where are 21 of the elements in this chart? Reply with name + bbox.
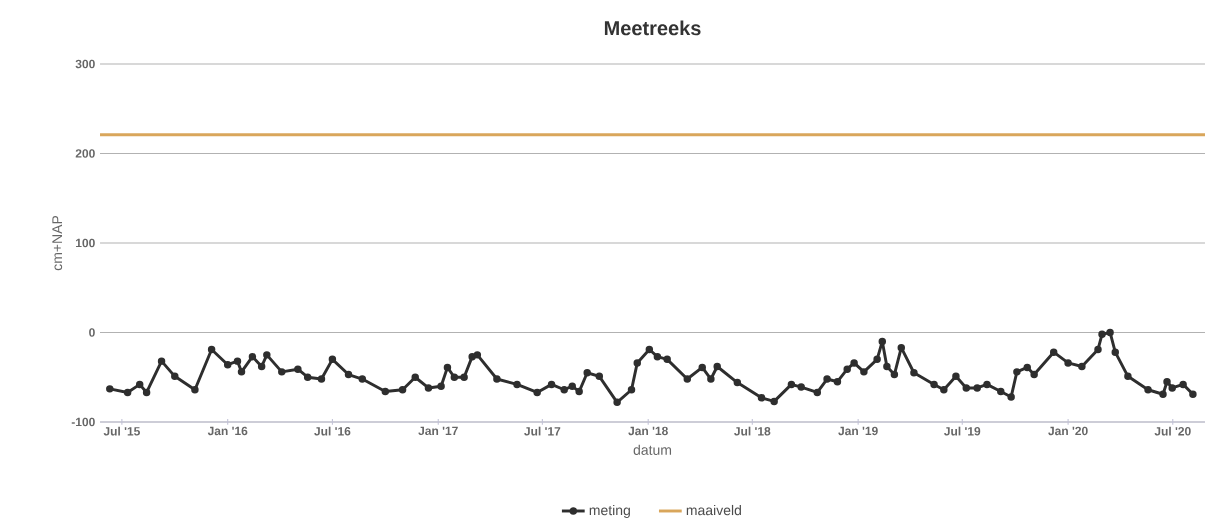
y-tick-label: 300	[75, 59, 95, 69]
x-axis-title: datum	[633, 444, 672, 455]
x-tick-label: Jan '18	[628, 426, 668, 436]
x-tick-label: Jul '19	[944, 426, 981, 436]
x-tick-label: Jan '20	[1048, 426, 1088, 436]
x-tick-label: Jul '20	[1154, 426, 1191, 436]
x-tick-label: Jan '16	[207, 426, 248, 436]
legend-label: meting	[589, 504, 630, 518]
legend-label: maaiveld	[686, 504, 741, 516]
x-tick-label: Jan '17	[418, 426, 458, 436]
chart-title: Meetreeks	[604, 20, 701, 36]
x-tick-label: Jul '16	[314, 426, 351, 436]
y-tick-label: 100	[76, 238, 95, 248]
x-tick-label: Jul '17	[524, 426, 561, 436]
x-tick-label: Jul '15	[103, 426, 140, 436]
y-axis-title: cm+NAP	[52, 215, 63, 271]
x-tick-label: Jul '18	[734, 426, 771, 436]
x-tick-label: Jan '19	[838, 426, 878, 436]
y-tick-label: 200	[75, 149, 95, 158]
y-tick-label: 0	[89, 328, 95, 337]
y-tick-label: -100	[71, 417, 95, 427]
